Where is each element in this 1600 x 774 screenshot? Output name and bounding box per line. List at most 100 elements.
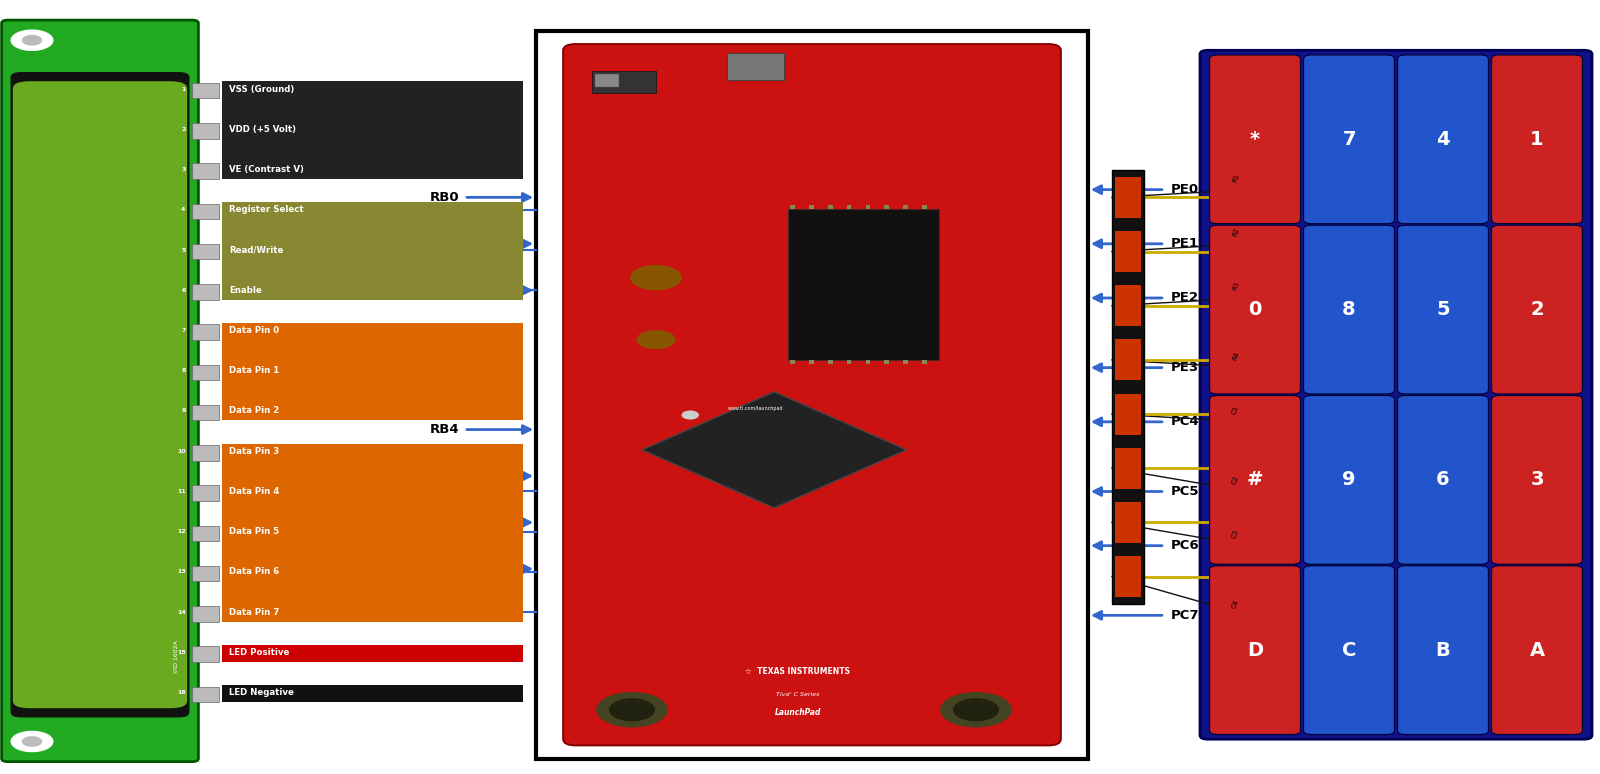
FancyBboxPatch shape (1491, 55, 1582, 224)
Bar (1115, 231, 1141, 272)
FancyBboxPatch shape (1200, 50, 1592, 739)
Text: Data Pin 2: Data Pin 2 (229, 406, 278, 416)
Text: 6: 6 (1437, 471, 1450, 489)
Bar (192, 244, 219, 259)
Bar (846, 361, 851, 365)
Text: Data Pin 6: Data Pin 6 (229, 567, 278, 577)
FancyBboxPatch shape (1398, 566, 1488, 735)
Text: 9: 9 (1342, 471, 1355, 489)
Text: 1: 1 (1530, 130, 1544, 149)
Bar (222, 81, 523, 179)
Bar (922, 205, 926, 209)
Text: #: # (1246, 471, 1264, 489)
FancyBboxPatch shape (1398, 396, 1488, 564)
Text: Data Pin 1: Data Pin 1 (229, 366, 278, 375)
Text: R3: R3 (1230, 281, 1240, 292)
Bar (827, 361, 832, 365)
Text: 9: 9 (181, 409, 186, 413)
FancyBboxPatch shape (1210, 396, 1301, 564)
Bar (904, 205, 909, 209)
Bar (1115, 393, 1141, 435)
FancyBboxPatch shape (13, 81, 187, 708)
Bar (1115, 447, 1141, 489)
FancyBboxPatch shape (1398, 55, 1488, 224)
Text: 16: 16 (178, 690, 186, 695)
Text: 4: 4 (1437, 130, 1450, 149)
Text: Data Pin 5: Data Pin 5 (229, 527, 278, 536)
Text: RB2: RB2 (430, 284, 459, 296)
Text: VSS (Ground): VSS (Ground) (229, 84, 294, 94)
Text: LaunchPad: LaunchPad (774, 707, 821, 717)
Text: Data Pin 4: Data Pin 4 (229, 487, 278, 496)
Text: C2: C2 (1232, 474, 1240, 485)
FancyBboxPatch shape (1210, 566, 1301, 735)
Text: 3: 3 (181, 167, 186, 172)
Circle shape (22, 36, 42, 45)
Text: PE2: PE2 (1171, 292, 1200, 304)
Text: 7: 7 (181, 328, 186, 333)
Bar (827, 205, 832, 209)
Text: PC5: PC5 (1171, 485, 1200, 498)
Circle shape (22, 737, 42, 746)
Bar (866, 205, 870, 209)
Text: PC7: PC7 (1171, 609, 1200, 622)
FancyBboxPatch shape (563, 44, 1061, 745)
Text: PE1: PE1 (1171, 238, 1200, 250)
Bar (192, 606, 219, 622)
Text: D: D (1246, 641, 1262, 659)
Text: RB0: RB0 (429, 191, 459, 204)
Text: PC4: PC4 (1171, 416, 1200, 428)
Bar (885, 361, 890, 365)
Bar (790, 205, 795, 209)
Bar (192, 204, 219, 219)
Bar (1112, 170, 1144, 604)
Circle shape (11, 731, 53, 752)
Text: 10: 10 (178, 449, 186, 454)
Text: Register Select: Register Select (229, 205, 304, 214)
Text: A: A (1530, 641, 1544, 659)
Text: C4: C4 (1232, 598, 1240, 609)
Text: B: B (1435, 641, 1450, 659)
Text: 2: 2 (1530, 300, 1544, 319)
FancyBboxPatch shape (1398, 225, 1488, 394)
Bar (192, 365, 219, 380)
Text: VID 1602A: VID 1602A (173, 641, 179, 673)
Bar (192, 566, 219, 581)
Bar (885, 205, 890, 209)
Text: 0: 0 (1248, 300, 1262, 319)
Bar (1115, 176, 1141, 218)
Text: Data Pin 7: Data Pin 7 (229, 608, 278, 617)
Text: 1: 1 (181, 87, 186, 91)
Text: 14: 14 (178, 610, 186, 615)
Text: R1: R1 (1230, 173, 1240, 183)
Text: Read/Write: Read/Write (229, 245, 283, 255)
FancyBboxPatch shape (1210, 55, 1301, 224)
Text: 12: 12 (178, 529, 186, 534)
Bar (810, 361, 814, 365)
Text: 8: 8 (1342, 300, 1355, 319)
Text: PE0: PE0 (1171, 183, 1200, 196)
Text: *: * (1250, 130, 1261, 149)
Bar (1115, 502, 1141, 543)
Circle shape (637, 330, 675, 349)
Text: C: C (1342, 641, 1357, 659)
Text: ☆  TEXAS INSTRUMENTS: ☆ TEXAS INSTRUMENTS (746, 666, 850, 676)
FancyBboxPatch shape (1304, 55, 1394, 224)
Text: Tivaᶜ C Series: Tivaᶜ C Series (776, 692, 819, 697)
FancyBboxPatch shape (1304, 225, 1394, 394)
Text: 3: 3 (1530, 471, 1544, 489)
Bar (904, 361, 909, 365)
Text: Enable: Enable (229, 286, 261, 295)
Text: 6: 6 (181, 288, 186, 293)
Circle shape (11, 30, 53, 50)
Text: RB4: RB4 (429, 423, 459, 436)
Text: Data Pin 0: Data Pin 0 (229, 326, 278, 335)
Bar (192, 485, 219, 501)
Bar (790, 361, 795, 365)
Text: 13: 13 (178, 570, 186, 574)
Text: C1: C1 (1230, 405, 1240, 416)
Text: RB7: RB7 (430, 563, 459, 575)
Bar (192, 405, 219, 420)
Text: PC6: PC6 (1171, 539, 1200, 552)
Bar (192, 687, 219, 702)
